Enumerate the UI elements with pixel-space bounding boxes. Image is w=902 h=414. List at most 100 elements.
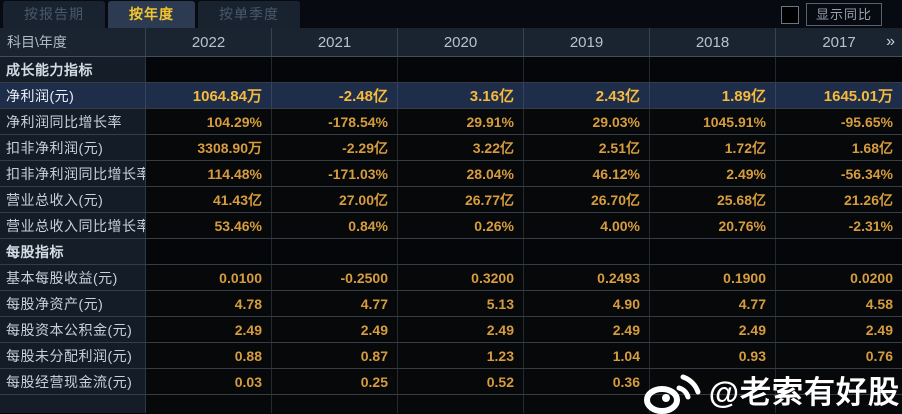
value-cell: 2.51亿 bbox=[524, 135, 650, 160]
row-label: 净利润同比增长率 bbox=[0, 109, 146, 134]
value-cell bbox=[398, 57, 524, 82]
year-header: 2017 » bbox=[776, 28, 902, 56]
value-cell: 3.22亿 bbox=[398, 135, 524, 160]
row-label: 营业总收入(元) bbox=[0, 187, 146, 212]
value-cell: 5.13 bbox=[398, 291, 524, 316]
value-cell: 41.43亿 bbox=[146, 187, 272, 212]
value-cell: 0.87 bbox=[272, 343, 398, 368]
year-header: 2019 bbox=[524, 28, 650, 56]
row-label: 每股未分配利润(元) bbox=[0, 343, 146, 368]
row-label: 每股经营现金流(元) bbox=[0, 369, 146, 394]
table-row[interactable]: 净利润(元) 1064.84万 -2.48亿 3.16亿 2.43亿 1.89亿 1645.… bbox=[0, 83, 902, 109]
row-label: 每股资本公积金(元) bbox=[0, 317, 146, 342]
value-cell bbox=[146, 395, 272, 413]
value-cell: 1645.01万 bbox=[776, 83, 902, 108]
value-cell: 0.03 bbox=[146, 369, 272, 394]
value-cell bbox=[272, 57, 398, 82]
row-label bbox=[0, 395, 146, 413]
value-cell: 0.26% bbox=[398, 213, 524, 238]
table-row[interactable]: 扣非净利润(元) 3308.90万 -2.29亿 3.22亿 2.51亿 1.72亿 1.6… bbox=[0, 135, 902, 161]
value-cell: 0.0100 bbox=[146, 265, 272, 290]
table-body: 成长能力指标 净利润(元) 1064.84万 -2.48亿 3.16亿 2.43亿 1.89… bbox=[0, 57, 902, 395]
table-header-row: 科目\年度 2022 2021 2020 2019 2018 2017 » bbox=[0, 28, 902, 57]
value-cell: 2.49 bbox=[398, 317, 524, 342]
value-cell: 2.49 bbox=[272, 317, 398, 342]
year-header: 2022 bbox=[146, 28, 272, 56]
table-row[interactable]: 每股未分配利润(元) 0.88 0.87 1.23 1.04 0.93 0.76 bbox=[0, 343, 902, 369]
value-cell: 0.3200 bbox=[398, 265, 524, 290]
year-header: 2018 bbox=[650, 28, 776, 56]
value-cell: 46.12% bbox=[524, 161, 650, 186]
value-cell: -178.54% bbox=[272, 109, 398, 134]
value-cell: 21.26亿 bbox=[776, 187, 902, 212]
value-cell: 4.77 bbox=[650, 291, 776, 316]
value-cell: 0.84% bbox=[272, 213, 398, 238]
value-cell: 1045.91% bbox=[650, 109, 776, 134]
value-cell: 27.00亿 bbox=[272, 187, 398, 212]
value-cell bbox=[398, 239, 524, 264]
value-cell: 0.88 bbox=[146, 343, 272, 368]
value-cell bbox=[146, 239, 272, 264]
value-cell: 26.77亿 bbox=[398, 187, 524, 212]
value-cell: 2.49 bbox=[776, 317, 902, 342]
value-cell: 0.2493 bbox=[524, 265, 650, 290]
value-cell bbox=[650, 395, 776, 413]
value-cell: 1.23 bbox=[398, 343, 524, 368]
period-tabbar: 按报告期 按年度 按单季度 显示同比 bbox=[0, 0, 902, 28]
value-cell: 4.90 bbox=[524, 291, 650, 316]
value-cell: -95.65% bbox=[776, 109, 902, 134]
tab-annual[interactable]: 按年度 bbox=[108, 1, 195, 28]
value-cell: 4.77 bbox=[272, 291, 398, 316]
value-cell: 0.36 bbox=[524, 369, 650, 394]
year-header: 2020 bbox=[398, 28, 524, 56]
value-cell: 104.29% bbox=[146, 109, 272, 134]
row-label: 每股净资产(元) bbox=[0, 291, 146, 316]
show-yoy-label[interactable]: 显示同比 bbox=[805, 3, 882, 26]
value-cell: 1.68亿 bbox=[776, 135, 902, 160]
value-cell: 2.49% bbox=[650, 161, 776, 186]
value-cell: -171.03% bbox=[272, 161, 398, 186]
value-cell: -0.2500 bbox=[272, 265, 398, 290]
value-cell: 3.16亿 bbox=[398, 83, 524, 108]
table-row[interactable]: 基本每股收益(元) 0.0100 -0.2500 0.3200 0.2493 0.1900… bbox=[0, 265, 902, 291]
table-row[interactable]: 扣非净利润同比增长率 114.48% -171.03% 28.04% 46.12% 2.4… bbox=[0, 161, 902, 187]
value-cell bbox=[398, 395, 524, 413]
table-row[interactable]: 每股净资产(元) 4.78 4.77 5.13 4.90 4.77 4.58 bbox=[0, 291, 902, 317]
value-cell: 0.52 bbox=[398, 369, 524, 394]
tab-single-quarter[interactable]: 按单季度 bbox=[198, 1, 300, 28]
value-cell: 0.25 bbox=[272, 369, 398, 394]
value-cell: 2.43亿 bbox=[524, 83, 650, 108]
value-cell: 1064.84万 bbox=[146, 83, 272, 108]
value-cell: -2.31% bbox=[776, 213, 902, 238]
value-cell bbox=[524, 239, 650, 264]
value-cell bbox=[650, 369, 776, 394]
value-cell bbox=[524, 395, 650, 413]
value-cell bbox=[776, 369, 902, 394]
partial-row bbox=[0, 395, 902, 413]
table-row[interactable]: 营业总收入(元) 41.43亿 27.00亿 26.77亿 26.70亿 25.68亿 21… bbox=[0, 187, 902, 213]
value-cell: 1.04 bbox=[524, 343, 650, 368]
value-cell bbox=[776, 395, 902, 413]
value-cell: 1.72亿 bbox=[650, 135, 776, 160]
value-cell: 1.89亿 bbox=[650, 83, 776, 108]
value-cell: 0.0200 bbox=[776, 265, 902, 290]
table-row[interactable]: 每股资本公积金(元) 2.49 2.49 2.49 2.49 2.49 2.49 bbox=[0, 317, 902, 343]
value-cell: 2.49 bbox=[524, 317, 650, 342]
value-cell bbox=[650, 239, 776, 264]
corner-header: 科目\年度 bbox=[0, 28, 146, 56]
tab-report-period[interactable]: 按报告期 bbox=[3, 1, 105, 28]
value-cell: -2.29亿 bbox=[272, 135, 398, 160]
table-row[interactable]: 每股经营现金流(元) 0.03 0.25 0.52 0.36 bbox=[0, 369, 902, 395]
value-cell: 0.76 bbox=[776, 343, 902, 368]
value-cell bbox=[776, 57, 902, 82]
table-row[interactable]: 营业总收入同比增长率 53.46% 0.84% 0.26% 4.00% 20.76% -2.… bbox=[0, 213, 902, 239]
show-yoy-checkbox[interactable] bbox=[780, 5, 799, 24]
value-cell bbox=[776, 239, 902, 264]
financial-table: 科目\年度 2022 2021 2020 2019 2018 2017 » 成长… bbox=[0, 28, 902, 413]
more-years-icon[interactable]: » bbox=[886, 33, 895, 50]
section-header-row: 成长能力指标 bbox=[0, 57, 902, 83]
table-row[interactable]: 净利润同比增长率 104.29% -178.54% 29.91% 29.03% 1045.… bbox=[0, 109, 902, 135]
value-cell: 2.49 bbox=[146, 317, 272, 342]
show-yoy-control: 显示同比 bbox=[780, 3, 882, 26]
